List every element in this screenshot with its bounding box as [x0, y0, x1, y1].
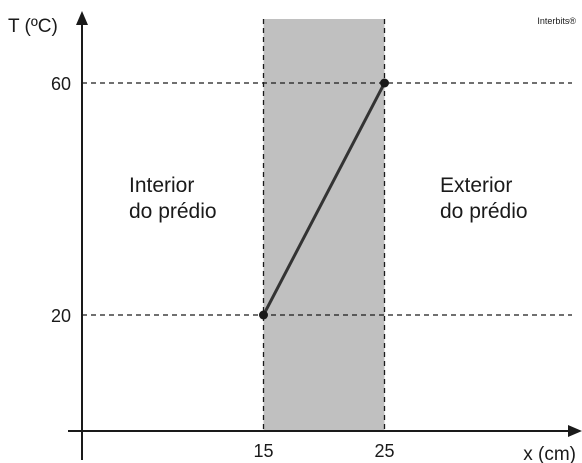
data-point-25-60	[380, 78, 389, 88]
guide-lines	[82, 19, 572, 431]
exterior-label-line-1: Exterior	[440, 174, 512, 197]
wall-shaded-region	[263, 19, 385, 431]
y-axis-label: T (ºC)	[8, 16, 58, 37]
x-axis-label: x (cm)	[523, 444, 576, 463]
interior-label: Interior do prédio	[129, 174, 217, 223]
data-point-15-20	[259, 310, 268, 320]
interior-label-line-1: Interior	[129, 174, 194, 197]
temperature-line	[262, 82, 386, 316]
y-tick-60: 60	[51, 74, 71, 94]
credit-text: Interbits®	[537, 16, 576, 26]
exterior-label: Exterior do prédio	[440, 174, 528, 223]
series-group	[259, 78, 389, 320]
x-tick-15: 15	[253, 441, 273, 461]
exterior-label-line-2: do prédio	[440, 200, 528, 223]
y-tick-20: 20	[51, 306, 71, 326]
x-tick-25: 25	[374, 441, 394, 461]
interior-label-line-2: do prédio	[129, 200, 217, 223]
